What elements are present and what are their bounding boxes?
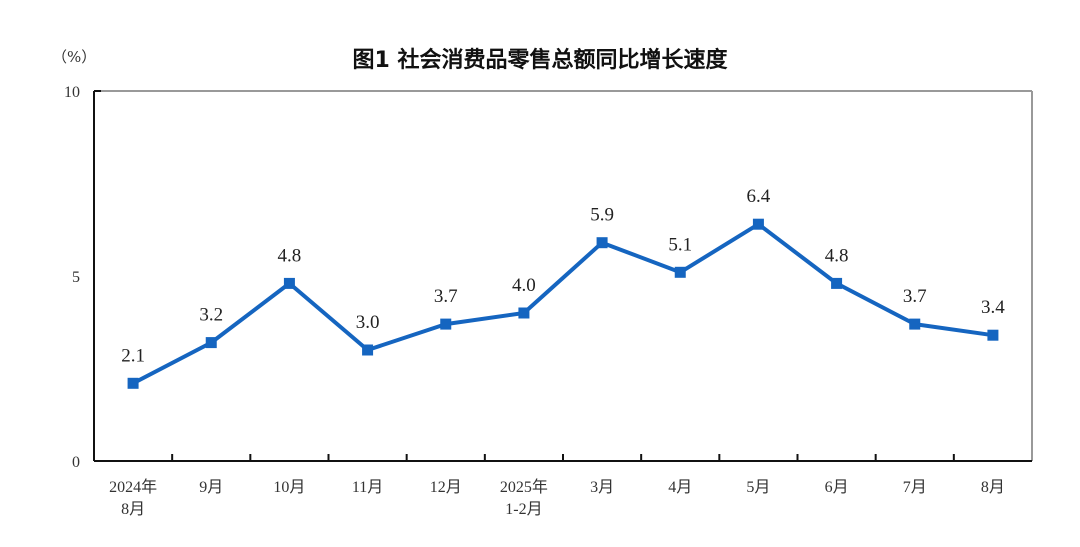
data-point-marker bbox=[909, 318, 921, 330]
x-tick-label: 2024年 bbox=[109, 478, 157, 496]
x-tick-label: 3月 bbox=[590, 479, 614, 496]
x-tick-label: 1-2月 bbox=[505, 501, 542, 518]
data-point-marker bbox=[752, 218, 764, 230]
data-label: 5.1 bbox=[668, 234, 692, 255]
data-point-marker bbox=[674, 266, 686, 278]
data-label: 3.2 bbox=[199, 305, 223, 326]
data-point-marker bbox=[362, 344, 374, 356]
x-tick-label: 7月 bbox=[903, 479, 927, 496]
data-point-marker bbox=[596, 237, 608, 249]
data-label: 4.8 bbox=[825, 245, 849, 266]
data-point-marker bbox=[127, 377, 139, 389]
data-label: 3.4 bbox=[981, 297, 1005, 318]
x-tick-label: 11月 bbox=[352, 479, 383, 496]
x-tick-label: 8月 bbox=[981, 479, 1005, 496]
series-line bbox=[132, 222, 994, 386]
y-tick-label: 10 bbox=[64, 84, 80, 101]
x-tick-label: 5月 bbox=[746, 479, 770, 496]
data-label: 5.9 bbox=[590, 205, 614, 226]
y-tick-label: 5 bbox=[72, 269, 80, 286]
data-label: 3.0 bbox=[356, 312, 380, 333]
x-tick-label: 2025年 bbox=[500, 478, 548, 496]
x-tick-label: 12月 bbox=[430, 479, 462, 496]
x-tick-label: 4月 bbox=[668, 479, 692, 496]
data-label: 2.1 bbox=[121, 345, 145, 366]
data-point-marker bbox=[518, 307, 530, 319]
x-tick-label: 6月 bbox=[825, 479, 849, 496]
chart-title: 图1 社会消费品零售总额同比增长速度 bbox=[352, 48, 728, 73]
data-point-marker bbox=[831, 277, 843, 289]
y-tick-label: 0 bbox=[72, 454, 80, 471]
x-tick-label: 10月 bbox=[273, 479, 305, 496]
data-label: 3.7 bbox=[434, 286, 458, 307]
data-label: 4.8 bbox=[278, 245, 302, 266]
x-tick-label: 9月 bbox=[199, 479, 223, 496]
data-point-marker bbox=[440, 318, 452, 330]
data-point-marker bbox=[987, 329, 999, 341]
x-tick-label: 8月 bbox=[121, 501, 145, 518]
y-axis-unit-label: （%） bbox=[52, 48, 97, 66]
data-label: 6.4 bbox=[747, 186, 771, 207]
data-label: 3.7 bbox=[903, 286, 927, 307]
data-point-marker bbox=[205, 337, 217, 349]
data-point-marker bbox=[283, 277, 295, 289]
data-label: 4.0 bbox=[512, 275, 536, 296]
